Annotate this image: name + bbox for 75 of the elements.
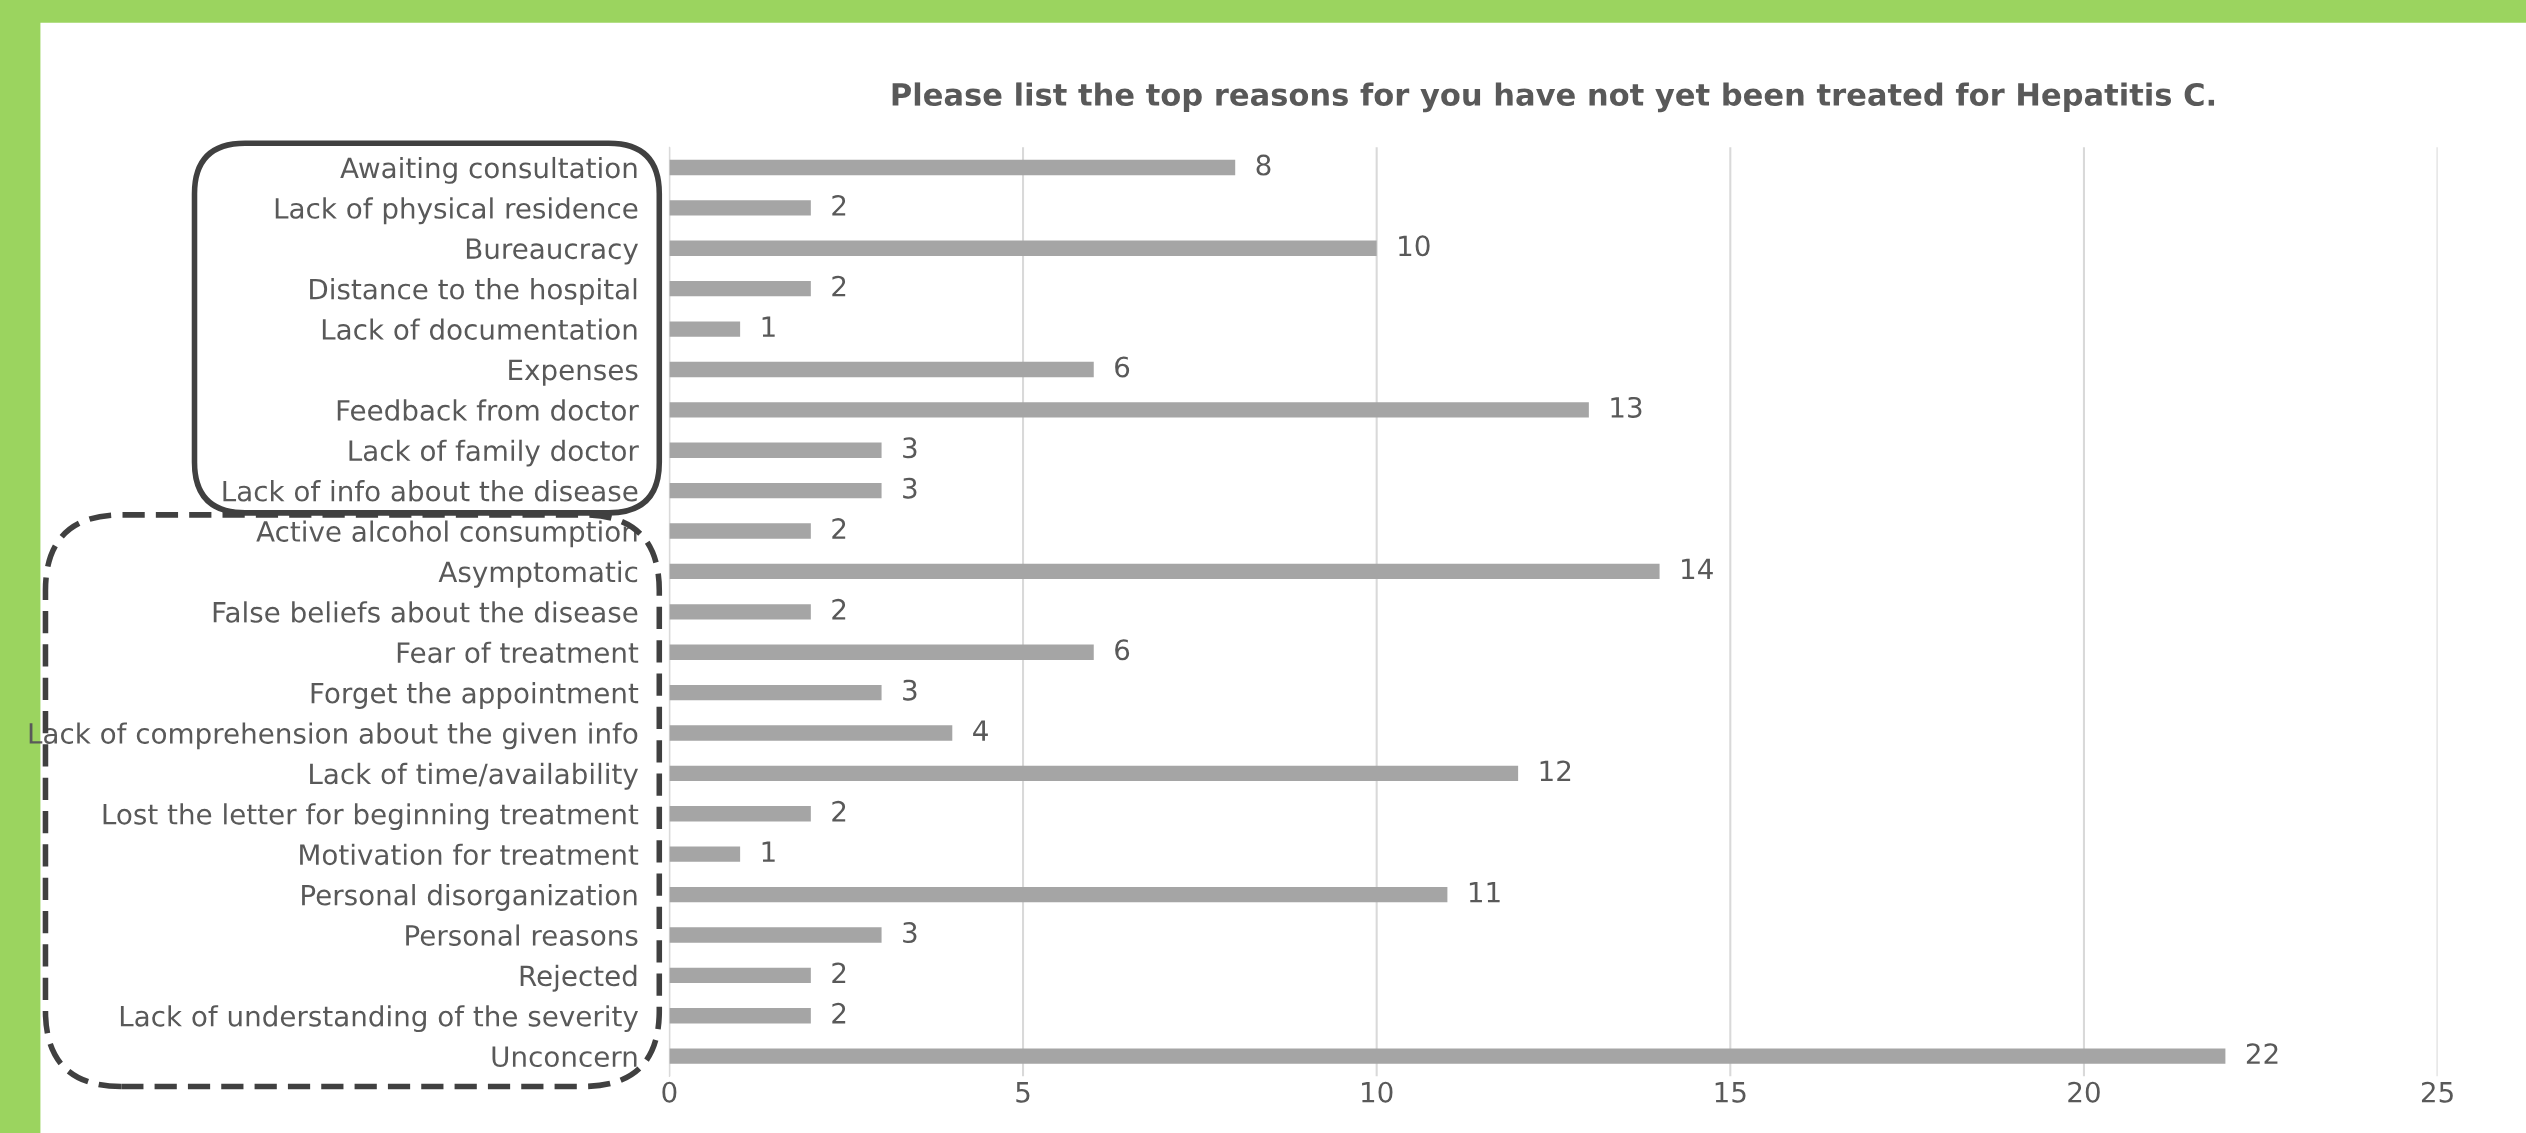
y-tick-label: Personal disorganization bbox=[302, 884, 637, 911]
bar bbox=[669, 644, 1094, 660]
y-tick-label: Lack of family doctor bbox=[349, 439, 639, 467]
y-tick-label: Lack of understanding of the severity bbox=[120, 1005, 639, 1033]
y-tick-label: Distance to the hospital bbox=[310, 278, 637, 305]
data-label: 13 bbox=[1611, 396, 1642, 418]
data-label: 3 bbox=[903, 437, 917, 459]
bar bbox=[669, 604, 811, 620]
y-tick-label: Lack of documentation bbox=[322, 318, 637, 341]
y-tick-label: False beliefs about the disease bbox=[213, 601, 638, 623]
y-tick-label: Forget the appointment bbox=[311, 682, 639, 709]
bar bbox=[669, 684, 882, 701]
bar bbox=[669, 967, 811, 984]
bar bbox=[669, 482, 882, 499]
data-label: 11 bbox=[1469, 881, 1500, 903]
bar bbox=[669, 442, 882, 458]
data-label: 3 bbox=[903, 477, 917, 499]
y-tick-label: Lack of physical residence bbox=[275, 197, 638, 225]
x-tick-label: 0 bbox=[662, 1081, 677, 1103]
x-tick-label: 20 bbox=[2068, 1081, 2100, 1103]
bar bbox=[669, 159, 1236, 176]
bar bbox=[669, 321, 741, 337]
bar bbox=[669, 280, 811, 297]
bar bbox=[669, 886, 1448, 903]
data-label: 3 bbox=[903, 679, 917, 701]
x-tick-label: 5 bbox=[1016, 1082, 1030, 1103]
data-label: 2 bbox=[832, 800, 846, 822]
bar bbox=[669, 240, 1377, 256]
data-label: 1 bbox=[762, 316, 775, 337]
data-label: 10 bbox=[1399, 235, 1430, 257]
data-label: 8 bbox=[1256, 154, 1271, 176]
x-tick-label: 25 bbox=[2421, 1081, 2453, 1103]
bar bbox=[669, 523, 811, 539]
data-label: 2 bbox=[832, 962, 846, 984]
y-tick-label: Active alcohol consumption bbox=[256, 520, 637, 548]
y-tick-label: Lack of time/availability bbox=[310, 762, 639, 790]
y-tick-label: Bureaucracy bbox=[466, 238, 638, 265]
bar bbox=[669, 846, 741, 862]
data-label: 2 bbox=[832, 194, 846, 216]
y-tick-label: Rejected bbox=[520, 964, 637, 992]
data-label: 2 bbox=[832, 598, 846, 620]
data-label: 22 bbox=[2246, 1043, 2278, 1064]
bar bbox=[669, 402, 1589, 418]
data-label: 2 bbox=[832, 275, 846, 297]
data-label: 6 bbox=[1115, 356, 1130, 378]
data-label: 14 bbox=[1682, 558, 1713, 580]
bar bbox=[669, 563, 1660, 580]
y-tick-label: Awaiting consultation bbox=[340, 156, 637, 184]
y-tick-label: Asymptomatic bbox=[438, 560, 638, 588]
y-tick-label: Lost the letter for beginning treatment bbox=[103, 803, 639, 831]
data-label: 1 bbox=[762, 841, 775, 862]
bar bbox=[669, 1008, 811, 1024]
y-tick-label: Motivation for treatment bbox=[300, 843, 639, 866]
y-tick-label: Unconcern bbox=[492, 1046, 637, 1068]
x-tick-label: 15 bbox=[1715, 1082, 1746, 1103]
y-tick-label: Personal reasons bbox=[406, 924, 638, 946]
y-tick-label: Lack of info about the disease bbox=[223, 480, 638, 502]
y-tick-label: Fear of treatment bbox=[397, 641, 639, 664]
chart-title: Please list the top reasons for you have not yet been treated for Hepatitis C. bbox=[892, 82, 2215, 113]
data-label: 12 bbox=[1540, 760, 1571, 782]
bar bbox=[669, 361, 1094, 378]
data-label: 4 bbox=[973, 720, 988, 741]
data-label: 2 bbox=[832, 1002, 846, 1024]
bar bbox=[669, 725, 953, 741]
data-label: 6 bbox=[1115, 639, 1130, 661]
y-tick-label: Feedback from doctor bbox=[337, 399, 639, 421]
bar bbox=[669, 927, 882, 943]
bar bbox=[669, 200, 811, 216]
data-label: 3 bbox=[903, 922, 917, 944]
bar bbox=[669, 1048, 2226, 1064]
x-tick-label: 10 bbox=[1362, 1081, 1393, 1103]
data-label: 2 bbox=[832, 518, 846, 539]
y-tick-label: Expenses bbox=[509, 359, 638, 386]
bar bbox=[669, 806, 811, 822]
bar bbox=[669, 765, 1519, 782]
